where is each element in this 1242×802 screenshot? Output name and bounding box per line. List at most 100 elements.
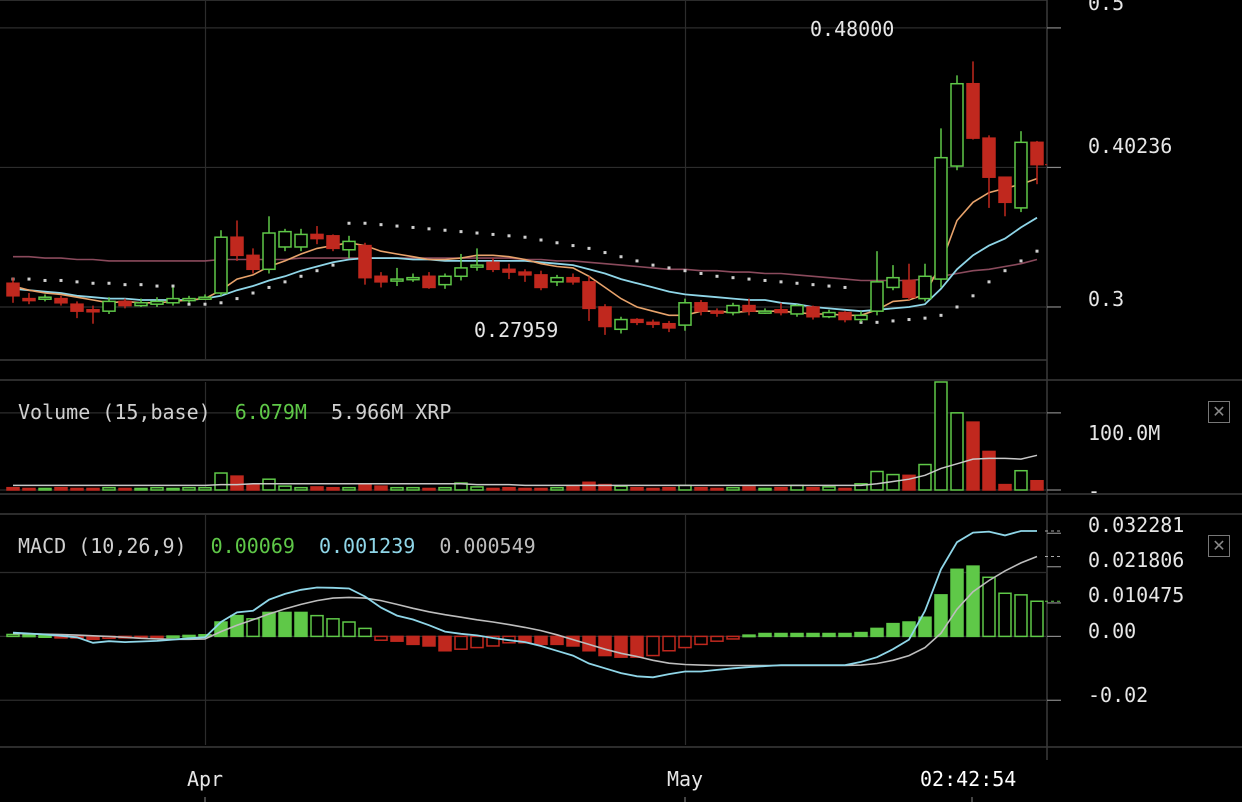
grid-lines: [0, 0, 1061, 745]
close-icon[interactable]: ✕: [1208, 535, 1230, 557]
price-axis-tick: 0.3: [1088, 287, 1124, 311]
macd-histogram-bar: [326, 618, 340, 638]
macd-histogram-bar: [1030, 600, 1044, 638]
candle-body: [694, 302, 708, 312]
candle-body: [262, 232, 276, 271]
sar-dot: [827, 284, 831, 288]
volume-bar: [774, 486, 788, 491]
sar-dot: [139, 283, 143, 287]
macd-lines: [12, 530, 1038, 679]
volume-bar: [166, 487, 180, 491]
volume-bar: [358, 483, 372, 491]
sar-dot: [747, 277, 751, 281]
sar-dot: [427, 227, 431, 231]
volume-bar: [102, 486, 116, 491]
candle-body: [454, 267, 468, 278]
sar-dot: [763, 278, 767, 282]
macd-histogram-bar: [358, 627, 372, 638]
macd-histogram-bar: [310, 614, 324, 638]
candle-body: [422, 275, 436, 289]
time-axis-label-may: May: [667, 767, 703, 791]
candle-body: [886, 276, 900, 289]
macd-histogram-bar: [646, 635, 660, 657]
sar-dot: [891, 319, 895, 323]
volume-bar: [758, 487, 772, 491]
volume-ma-path: [13, 454, 1038, 487]
macd-histogram-bar: [150, 635, 164, 639]
sar-dot: [907, 318, 911, 322]
sar-dot: [1035, 249, 1039, 253]
sar-dot: [235, 297, 239, 301]
volume-bar: [918, 463, 932, 491]
candle-body: [358, 244, 372, 279]
candle-body: [902, 279, 916, 298]
macd-histogram-bar: [630, 635, 644, 658]
volume-bar: [982, 450, 996, 491]
macd-histogram-bar: [470, 635, 484, 649]
volume-bar: [1030, 479, 1044, 491]
macd-histogram-bar: [950, 568, 964, 638]
volume-bar: [374, 485, 388, 491]
candle-body: [1030, 141, 1044, 166]
volume-bar: [662, 486, 676, 491]
sar-dot: [75, 280, 79, 284]
macd-panel: MACD (10,26,9) 0.00069 0.001239 0.000549…: [6, 513, 1184, 707]
candle-body: [6, 282, 20, 297]
candle-body: [342, 240, 356, 251]
macd-histogram-bar: [774, 632, 788, 638]
sar-dot: [923, 316, 927, 320]
macd-histogram-bar: [550, 635, 564, 646]
candle-body: [838, 311, 852, 321]
sar-dot: [795, 281, 799, 285]
volume-bar: [22, 487, 36, 491]
macd-histogram-bar: [454, 635, 468, 650]
candle-body: [470, 264, 484, 268]
candle-body: [758, 310, 772, 314]
macd-legend-macd: 0.001239: [319, 534, 415, 558]
macd-histogram-bar: [262, 611, 276, 638]
candle-body: [822, 311, 836, 318]
candle-body: [566, 276, 580, 283]
volume-title: Volume (15,base): [18, 400, 211, 424]
sar-dot: [779, 280, 783, 284]
macd-histogram-bar: [902, 621, 916, 638]
macd-histogram-bar: [1014, 594, 1028, 638]
candle-body: [726, 304, 740, 314]
macd-histogram-bar: [966, 565, 980, 638]
sar-dot: [683, 269, 687, 273]
volume-bar: [950, 412, 964, 491]
macd-histogram-bar: [710, 635, 724, 642]
volume-bar: [134, 487, 148, 491]
macd-line-path: [12, 530, 1037, 679]
volume-bar: [470, 486, 484, 491]
sar-dot: [171, 284, 175, 288]
candle-body: [118, 300, 132, 307]
volume-bar: [310, 486, 324, 491]
candle-body: [406, 276, 420, 281]
macd-guide-lines: [1045, 530, 1061, 602]
sar-dot: [203, 302, 207, 306]
sar-dot: [1003, 269, 1007, 273]
sar-dot: [379, 223, 383, 227]
low-price-marker: 0.27959: [474, 318, 558, 342]
sar-dot: [635, 259, 639, 263]
close-icon[interactable]: ✕: [1208, 401, 1230, 423]
volume-bar: [566, 485, 580, 491]
macd-axis-tick: -0.02: [1088, 683, 1148, 707]
sar-dot: [555, 241, 559, 245]
sar-dot: [699, 271, 703, 275]
volume-bar: [326, 486, 340, 491]
candle-body: [518, 271, 532, 276]
volume-bar: [1014, 469, 1028, 491]
volume-bar: [150, 486, 164, 491]
macd-histogram-bar: [294, 611, 308, 638]
candle-body: [870, 281, 884, 312]
candles: [6, 61, 1044, 335]
price-panel: 0.5 0.40236 0.3 0.48000 0.27959: [6, 0, 1172, 342]
macd-axis-tick: 0.032281: [1088, 513, 1184, 537]
macd-histogram-bar: [886, 622, 900, 638]
volume-bar: [390, 486, 404, 491]
sar-dot: [539, 238, 543, 242]
candle-body: [22, 297, 36, 302]
